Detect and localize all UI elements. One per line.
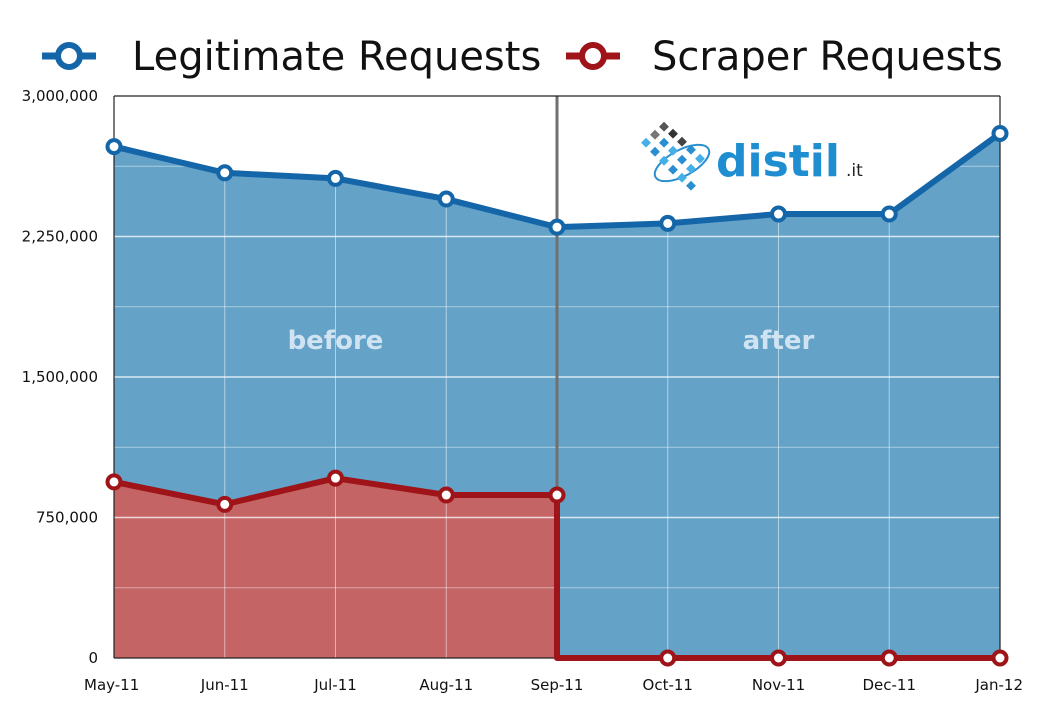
data-point-legitimate	[548, 218, 566, 236]
x-tick-label: Nov-11	[752, 676, 805, 694]
data-point-scraper	[327, 469, 344, 487]
data-point-scraper	[548, 486, 566, 504]
data-point-scraper	[216, 495, 234, 513]
data-point-scraper	[991, 649, 1009, 667]
x-tick-label: Aug-11	[419, 676, 473, 694]
y-tick-label: 2,250,000	[22, 228, 98, 246]
data-point-scraper	[437, 486, 455, 504]
data-point-scraper	[770, 649, 787, 667]
legend-label-legitimate: Legitimate Requests	[132, 34, 541, 80]
data-point-scraper	[105, 473, 123, 491]
y-tick-label: 3,000,000	[22, 87, 98, 105]
data-point-legitimate	[327, 169, 344, 187]
legend-label-scraper: Scraper Requests	[652, 34, 1003, 80]
x-tick-label: May-11	[84, 676, 139, 694]
logo-suffix: .it	[846, 161, 863, 181]
data-point-legitimate	[216, 164, 234, 182]
annotation-after: after	[743, 326, 815, 356]
data-point-scraper	[659, 649, 677, 667]
logo-mark-icon	[641, 121, 711, 191]
legend-item-legitimate: Legitimate Requests	[42, 34, 541, 80]
plot-lines	[105, 124, 1009, 667]
series-line-scraper	[111, 475, 1003, 661]
axis-labels: 0 750,000 1,500,000 2,250,000 3,000,000 May-1…	[22, 87, 1023, 694]
x-tick-label: Sep-11	[531, 676, 584, 694]
x-tick-label: Dec-11	[862, 676, 916, 694]
legend-marker-legitimate	[55, 42, 83, 70]
data-point-legitimate	[880, 205, 898, 223]
x-tick-label: Jan-12	[974, 676, 1023, 694]
data-point-scraper	[880, 649, 898, 667]
y-tick-label: 0	[88, 649, 98, 667]
legend-item-scraper: Scraper Requests	[566, 34, 1003, 80]
annotation-before: before	[288, 326, 384, 356]
x-tick-label: Jun-11	[200, 676, 249, 694]
y-tick-label: 750,000	[36, 509, 98, 527]
data-point-legitimate	[991, 124, 1009, 142]
x-tick-label: Jul-11	[313, 676, 357, 694]
legend: Legitimate Requests Scraper Requests	[42, 34, 1003, 80]
data-point-legitimate	[437, 190, 455, 208]
distil-logo: distil .it	[641, 121, 863, 191]
data-point-legitimate	[659, 214, 677, 232]
data-point-legitimate	[770, 205, 787, 223]
legend-marker-scraper	[579, 42, 607, 70]
x-tick-label: Oct-11	[643, 676, 693, 694]
logo-wordmark: distil	[716, 136, 840, 187]
data-point-legitimate	[105, 138, 123, 156]
y-tick-label: 1,500,000	[22, 368, 98, 386]
